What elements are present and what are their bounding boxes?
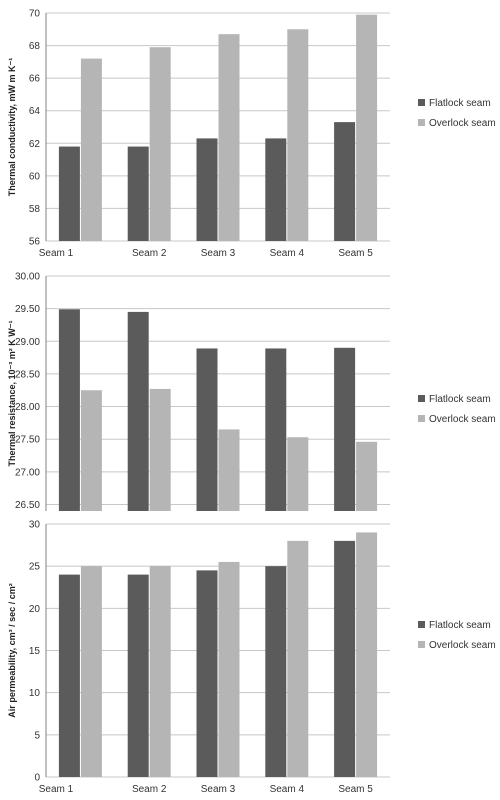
legend-label-overlock: Overlock seam [429,118,496,129]
legend-label-overlock: Overlock seam [429,414,496,425]
overlock-bar-seam-3 [218,34,240,241]
overlock-bar-seam-4 [287,437,309,511]
x-tick-label: Seam 4 [270,248,305,259]
legend-label-flatlock: Flatlock seam [429,98,491,109]
x-tick-label: Seam 3 [201,784,236,795]
overlock-bar-seam-4 [287,540,309,777]
y-tick-label: 66 [29,74,41,85]
overlock-bar-seam-4 [287,29,309,241]
overlock-bar-seam-1 [80,390,102,511]
y-tick-label: 28.50 [15,369,40,380]
legend-swatch-overlock [418,415,425,422]
x-tick-label: Seam 3 [201,248,236,259]
overlock-bar-seam-5 [356,532,378,777]
flatlock-bar-seam-2 [127,146,149,241]
y-tick-label: 30 [29,520,41,531]
x-tick-label: Seam 5 [338,248,373,259]
y-axis-title: Air permeability, cm³ / sec / cm² [7,583,17,717]
flatlock-bar-seam-5 [334,540,356,777]
y-tick-label: 70 [29,9,41,20]
y-tick-label: 29.00 [15,337,40,348]
y-axis-title: Thermal conductivity, mW m K⁻¹ [7,58,17,197]
flatlock-bar-seam-1 [58,574,80,777]
overlock-bar-seam-5 [356,14,378,242]
legend-label-flatlock: Flatlock seam [429,620,491,631]
chart-1: 56 58 60 62 64 66 68 70 Seam 1 Seam 2 Seam 3 Seam 4… [7,9,496,260]
y-tick-label: 58 [29,204,41,215]
y-tick-label: 28.00 [15,402,40,413]
y-tick-label: 26.50 [15,500,40,511]
x-tick-label: Seam 2 [132,784,167,795]
y-tick-label: 60 [29,171,41,182]
y-tick-label: 10 [29,688,41,699]
overlock-bar-seam-2 [149,388,171,511]
overlock-bar-seam-3 [218,429,240,511]
y-tick-label: 25 [29,562,41,573]
flatlock-bar-seam-5 [334,347,356,511]
overlock-bar-seam-1 [80,566,102,777]
overlock-bar-seam-1 [80,58,102,241]
flatlock-bar-seam-2 [127,311,149,511]
flatlock-bar-seam-4 [265,138,287,241]
y-tick-label: 27.50 [15,435,40,446]
legend-swatch-overlock [418,641,425,648]
legend-swatch-flatlock [418,99,425,106]
flatlock-bar-seam-5 [334,122,356,241]
legend-swatch-flatlock [418,621,425,628]
y-tick-label: 15 [29,646,41,657]
y-tick-label: 5 [34,730,40,741]
flatlock-bar-seam-3 [196,570,218,777]
flatlock-bar-seam-1 [58,309,80,511]
y-tick-label: 29.50 [15,304,40,315]
overlock-bar-seam-2 [149,566,171,777]
flatlock-bar-seam-2 [127,574,149,777]
y-axis-title: Thermal resistance, 10⁻³ m² K W⁻¹ [7,320,17,466]
y-tick-label: 0 [34,773,40,784]
legend-label-flatlock: Flatlock seam [429,394,491,405]
x-tick-label: Seam 4 [270,784,305,795]
y-tick-label: 68 [29,41,41,52]
y-tick-label: 20 [29,604,41,615]
x-tick-label: Seam 5 [338,784,373,795]
flatlock-bar-seam-3 [196,138,218,241]
y-tick-label: 30.00 [15,272,40,283]
flatlock-bar-seam-4 [265,566,287,777]
legend-label-overlock: Overlock seam [429,640,496,651]
legend-swatch-flatlock [418,395,425,402]
y-tick-label: 56 [29,237,41,248]
legend-swatch-overlock [418,119,425,126]
flatlock-bar-seam-1 [58,146,80,241]
y-tick-label: 64 [29,106,41,117]
overlock-bar-seam-3 [218,561,240,777]
y-tick-label: 27.00 [15,467,40,478]
overlock-bar-seam-5 [356,441,378,511]
flatlock-bar-seam-4 [265,348,287,511]
x-tick-label: Seam 1 [39,248,74,259]
x-tick-label: Seam 1 [39,784,74,795]
x-tick-label: Seam 2 [132,248,167,259]
chart-3: 0 5 10 15 20 25 30 Seam 1 Seam 2 Seam 3 Seam 4 Seam… [7,520,496,796]
flatlock-bar-seam-3 [196,348,218,511]
y-tick-label: 62 [29,139,41,150]
overlock-bar-seam-2 [149,47,171,242]
chart-2: 26.50 27.00 27.50 28.00 28.50 29.00 29.50 30.00… [7,272,496,511]
